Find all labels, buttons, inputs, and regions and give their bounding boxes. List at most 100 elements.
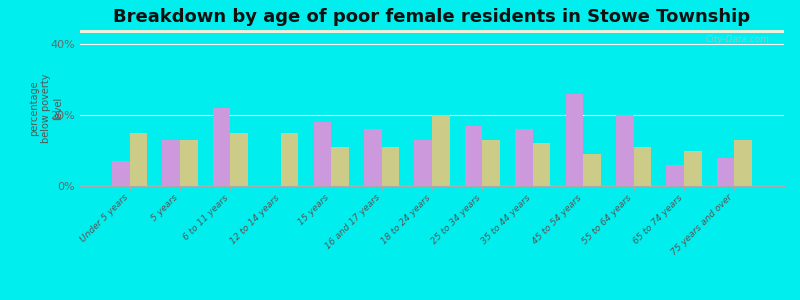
Bar (80, 31, 784, 32)
Bar (80, 31, 784, 32)
Title: Breakdown by age of poor female residents in Stowe Township: Breakdown by age of poor female resident… (114, 8, 750, 26)
Bar (634, 147, 651, 186)
Bar (80, 31, 784, 33)
Bar (80, 31, 784, 33)
Bar (80, 31, 784, 32)
Bar (80, 30, 784, 32)
Bar (162, 140, 180, 186)
Bar (80, 31, 784, 32)
Bar (80, 30, 784, 31)
Bar (80, 31, 784, 33)
Bar (80, 31, 784, 33)
Bar (80, 30, 784, 32)
Bar (80, 31, 784, 33)
Bar (80, 32, 784, 33)
Bar (80, 31, 784, 32)
Bar (80, 31, 784, 33)
Bar (80, 30, 784, 32)
Bar (80, 30, 784, 32)
Bar (80, 31, 784, 33)
Bar (80, 31, 784, 32)
Bar (80, 31, 784, 32)
Bar (80, 31, 784, 33)
Bar (80, 31, 784, 32)
Bar (80, 32, 784, 33)
Bar (80, 31, 784, 33)
Bar (80, 31, 784, 33)
Bar (80, 30, 784, 31)
Bar (213, 108, 230, 186)
Bar (80, 30, 784, 32)
Bar (112, 161, 130, 186)
Bar (666, 165, 684, 186)
Bar (80, 31, 784, 32)
Bar (80, 31, 784, 32)
Bar (80, 31, 784, 33)
Bar (80, 30, 784, 31)
Bar (80, 32, 784, 33)
Bar (80, 30, 784, 32)
Bar (80, 31, 784, 32)
Bar (80, 31, 784, 32)
Bar (80, 30, 784, 31)
Bar (80, 31, 784, 33)
Bar (734, 140, 752, 186)
Bar (80, 31, 784, 32)
Bar (80, 30, 784, 32)
Bar (80, 31, 784, 32)
Bar (80, 30, 784, 32)
Bar (80, 31, 784, 32)
Bar (80, 31, 784, 32)
Bar (80, 31, 784, 32)
Bar (717, 158, 734, 186)
Bar (230, 133, 248, 186)
Bar (80, 32, 784, 33)
Bar (80, 31, 784, 32)
Bar (80, 32, 784, 33)
Bar (80, 30, 784, 32)
Bar (80, 31, 784, 33)
Bar (80, 31, 784, 33)
Bar (80, 30, 784, 32)
Bar (80, 30, 784, 32)
Bar (80, 31, 784, 32)
Bar (80, 31, 784, 32)
Bar (80, 31, 784, 32)
Bar (80, 31, 784, 33)
Bar (684, 151, 702, 186)
Text: City-Data.com: City-Data.com (706, 35, 770, 44)
Bar (80, 32, 784, 33)
Bar (80, 31, 784, 32)
Bar (80, 31, 784, 33)
Bar (80, 32, 784, 33)
Bar (80, 30, 784, 32)
Bar (414, 140, 432, 186)
Bar (80, 32, 784, 33)
Bar (314, 122, 331, 186)
Bar (80, 30, 784, 32)
Bar (80, 31, 784, 32)
Bar (180, 140, 198, 186)
Bar (80, 32, 784, 33)
Bar (130, 133, 147, 186)
Bar (80, 31, 784, 32)
Bar (80, 31, 784, 33)
Bar (80, 31, 784, 33)
Bar (80, 30, 784, 32)
Bar (80, 32, 784, 33)
Bar (364, 129, 382, 186)
Bar (80, 30, 784, 32)
Bar (80, 31, 784, 33)
Bar (80, 30, 784, 32)
Bar (80, 32, 784, 33)
Bar (482, 140, 500, 186)
Bar (80, 31, 784, 32)
Bar (80, 31, 784, 33)
Bar (80, 31, 784, 33)
Bar (80, 31, 784, 32)
Bar (80, 32, 784, 33)
Bar (80, 30, 784, 31)
Bar (382, 147, 399, 186)
Bar (80, 30, 784, 32)
Bar (80, 31, 784, 32)
